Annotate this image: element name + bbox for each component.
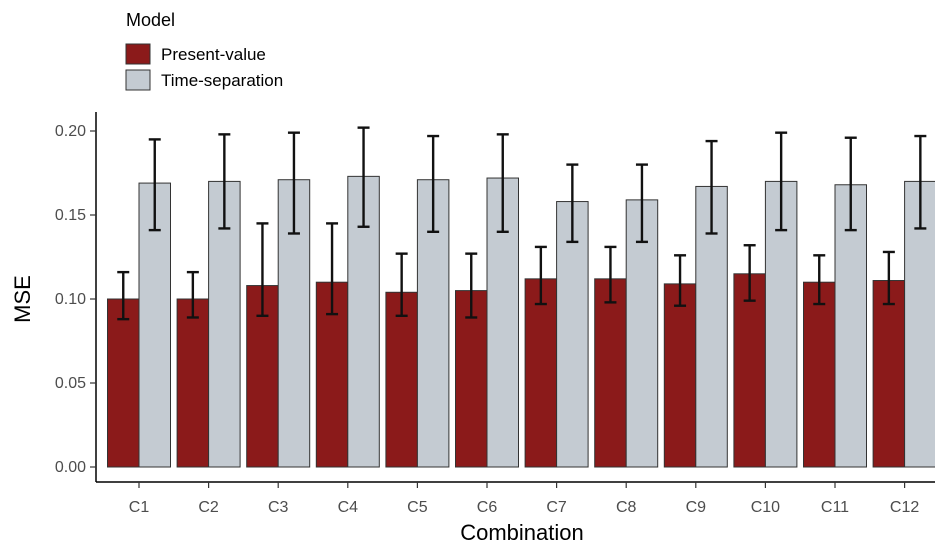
bar-time-separation-c8 xyxy=(625,199,659,468)
bar-present-value-c9 xyxy=(663,283,697,468)
bar-present-value-c8 xyxy=(594,278,627,468)
y-tick-label: 0.15 xyxy=(55,207,86,224)
error-bar-present-value-c10 xyxy=(743,244,756,302)
bar-present-value-c11 xyxy=(803,281,836,468)
bar-present-value-c5 xyxy=(385,291,418,468)
y-axis-title: MSE xyxy=(10,275,35,323)
error-bar-present-value-c4 xyxy=(326,222,339,316)
x-tick-label-c1: C1 xyxy=(129,499,150,516)
bar-present-value-c2 xyxy=(176,298,210,468)
error-bar-time-separation-c2 xyxy=(218,133,231,230)
legend-swatch-time-separation xyxy=(125,69,151,91)
error-bar-time-separation-c6 xyxy=(496,133,509,234)
x-tick-label-c7: C7 xyxy=(546,499,567,516)
error-bar-present-value-c5 xyxy=(395,252,408,317)
error-bar-time-separation-c10 xyxy=(775,131,788,232)
y-tick-label: 0.05 xyxy=(55,375,86,392)
bar-time-separation-c7 xyxy=(556,201,589,468)
bar-present-value-c10 xyxy=(733,273,766,468)
x-tick-label-c12: C12 xyxy=(890,499,919,516)
x-tick-label-c11: C11 xyxy=(821,499,849,516)
error-bar-time-separation-c12 xyxy=(914,134,927,230)
bar-time-separation-c5 xyxy=(416,179,450,468)
bar-present-value-c7 xyxy=(524,278,558,468)
x-tick-label-c10: C10 xyxy=(751,499,780,516)
x-tick-label-c6: C6 xyxy=(477,499,498,516)
bar-present-value-c12 xyxy=(872,280,906,468)
bar-time-separation-c11 xyxy=(834,184,867,468)
error-bar-time-separation-c4 xyxy=(357,126,370,228)
x-tick-label-c2: C2 xyxy=(198,499,219,516)
error-bar-time-separation-c1 xyxy=(148,138,161,232)
x-tick-label-c3: C3 xyxy=(268,499,289,516)
error-bar-present-value-c11 xyxy=(813,254,826,306)
error-bar-present-value-c8 xyxy=(604,245,617,304)
error-bar-present-value-c3 xyxy=(256,222,269,317)
y-tick-label: 0.20 xyxy=(55,123,86,140)
legend-label-present-value: Present-value xyxy=(161,45,266,64)
x-ticks: C1 C2 C3 C4 C5 C6 C7 C8 C9 C10 C11 C12 xyxy=(129,482,919,516)
error-bar-present-value-c7 xyxy=(534,245,547,306)
y-tick-label: 0.00 xyxy=(55,459,86,476)
error-bar-present-value-c6 xyxy=(465,252,478,319)
error-bar-present-value-c12 xyxy=(882,250,895,306)
legend: Model Present-value Time-separation xyxy=(125,10,283,91)
error-bar-time-separation-c8 xyxy=(635,163,648,244)
error-bar-time-separation-c9 xyxy=(705,139,718,235)
legend-label-time-separation: Time-separation xyxy=(161,71,283,90)
x-tick-label-c5: C5 xyxy=(407,499,428,516)
error-bar-present-value-c1 xyxy=(117,270,130,321)
x-tick-label-c8: C8 xyxy=(616,499,637,516)
error-bar-present-value-c2 xyxy=(186,270,199,319)
x-tick-label-c4: C4 xyxy=(338,499,359,516)
error-bar-present-value-c9 xyxy=(674,254,687,307)
legend-swatch-present-value xyxy=(125,43,151,65)
y-tick-label: 0.10 xyxy=(55,291,86,308)
x-tick-label-c9: C9 xyxy=(686,499,707,516)
error-bar-time-separation-c5 xyxy=(427,134,440,234)
error-bars xyxy=(117,126,927,321)
x-axis-title: Combination xyxy=(460,520,584,544)
bars xyxy=(107,175,935,468)
error-bar-time-separation-c11 xyxy=(844,136,857,232)
bar-present-value-c1 xyxy=(107,298,140,468)
legend-title: Model xyxy=(126,10,175,30)
error-bar-time-separation-c7 xyxy=(566,163,579,244)
error-bar-time-separation-c3 xyxy=(287,131,300,235)
y-ticks: 0.00 0.05 0.10 0.15 0.20 xyxy=(55,123,96,476)
